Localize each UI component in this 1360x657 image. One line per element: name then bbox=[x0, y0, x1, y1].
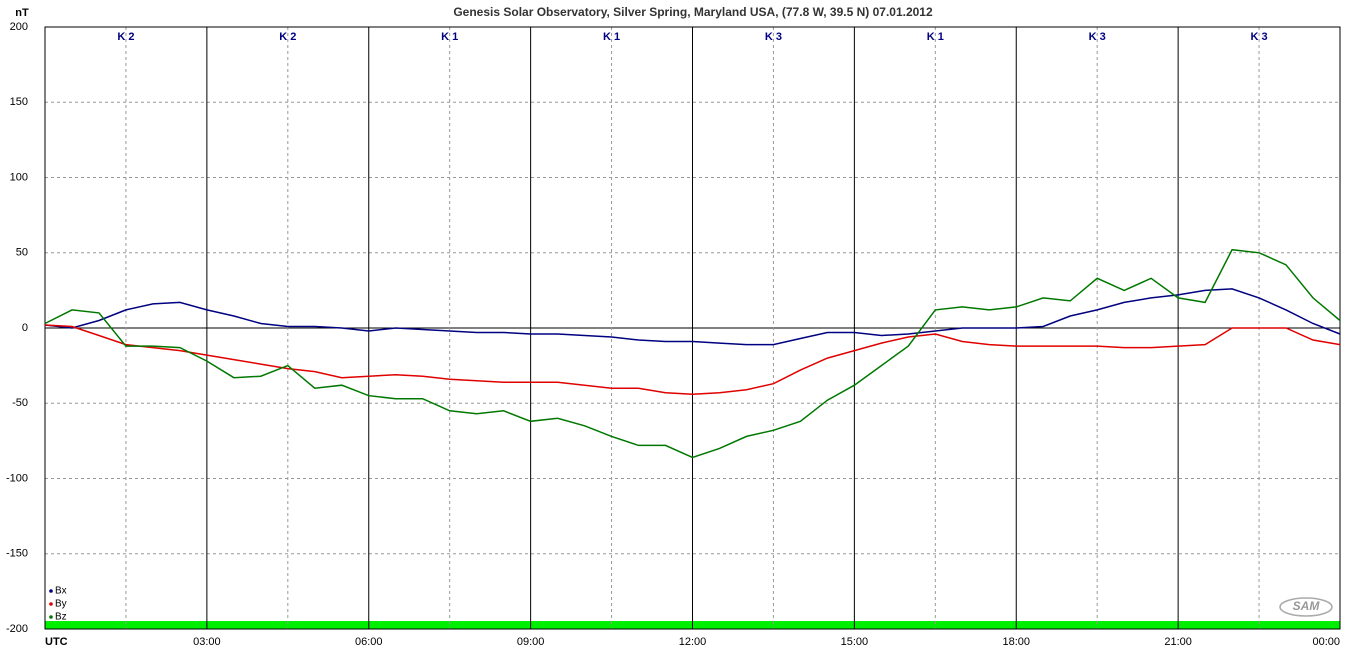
k-index-label: K 3 bbox=[1089, 31, 1106, 43]
y-axis-label: nT bbox=[15, 7, 29, 19]
logo-ring bbox=[1279, 597, 1333, 617]
series-line bbox=[44, 248, 1341, 459]
y-tick-label: 150 bbox=[10, 96, 28, 108]
x-tick-label: UTC bbox=[45, 636, 68, 648]
plot-frame bbox=[44, 26, 1341, 630]
y-tick-label: -50 bbox=[12, 397, 28, 409]
series-line bbox=[44, 288, 1341, 346]
k-index-label: K 1 bbox=[441, 31, 458, 43]
x-tick-label: 00:00 bbox=[1312, 636, 1340, 648]
x-tick-label: 21:00 bbox=[1164, 636, 1192, 648]
k-index-label: K 1 bbox=[927, 31, 944, 43]
k-index-label: K 3 bbox=[1251, 31, 1268, 43]
x-tick-label: 09:00 bbox=[517, 636, 545, 648]
legend-label: Bx bbox=[55, 586, 67, 597]
k-index-label: K 3 bbox=[765, 31, 782, 43]
y-tick-label: 50 bbox=[16, 247, 28, 259]
x-tick-label: 03:00 bbox=[193, 636, 221, 648]
y-tick-label: -200 bbox=[6, 623, 28, 635]
y-tick-label: -100 bbox=[6, 472, 28, 484]
k-index-label: K 2 bbox=[279, 31, 296, 43]
x-tick-label: 06:00 bbox=[355, 636, 383, 648]
x-tick-label: 15:00 bbox=[841, 636, 869, 648]
y-tick-label: -150 bbox=[6, 548, 28, 560]
x-tick-label: 18:00 bbox=[1002, 636, 1030, 648]
legend-marker bbox=[49, 589, 53, 593]
legend-label: Bz bbox=[55, 612, 67, 623]
legend-marker bbox=[49, 615, 53, 619]
y-tick-label: 0 bbox=[22, 322, 28, 334]
k-index-label: K 2 bbox=[117, 31, 134, 43]
legend-marker bbox=[49, 602, 53, 606]
logo: SAM bbox=[1293, 599, 1321, 613]
x-tick-label: 12:00 bbox=[679, 636, 707, 648]
k-index-label: K 1 bbox=[603, 31, 620, 43]
series-line bbox=[44, 324, 1341, 395]
y-tick-label: 200 bbox=[10, 21, 28, 33]
legend-label: By bbox=[55, 599, 67, 610]
chart-title: Genesis Solar Observatory, Silver Spring… bbox=[453, 5, 933, 19]
y-tick-label: 100 bbox=[10, 171, 28, 183]
